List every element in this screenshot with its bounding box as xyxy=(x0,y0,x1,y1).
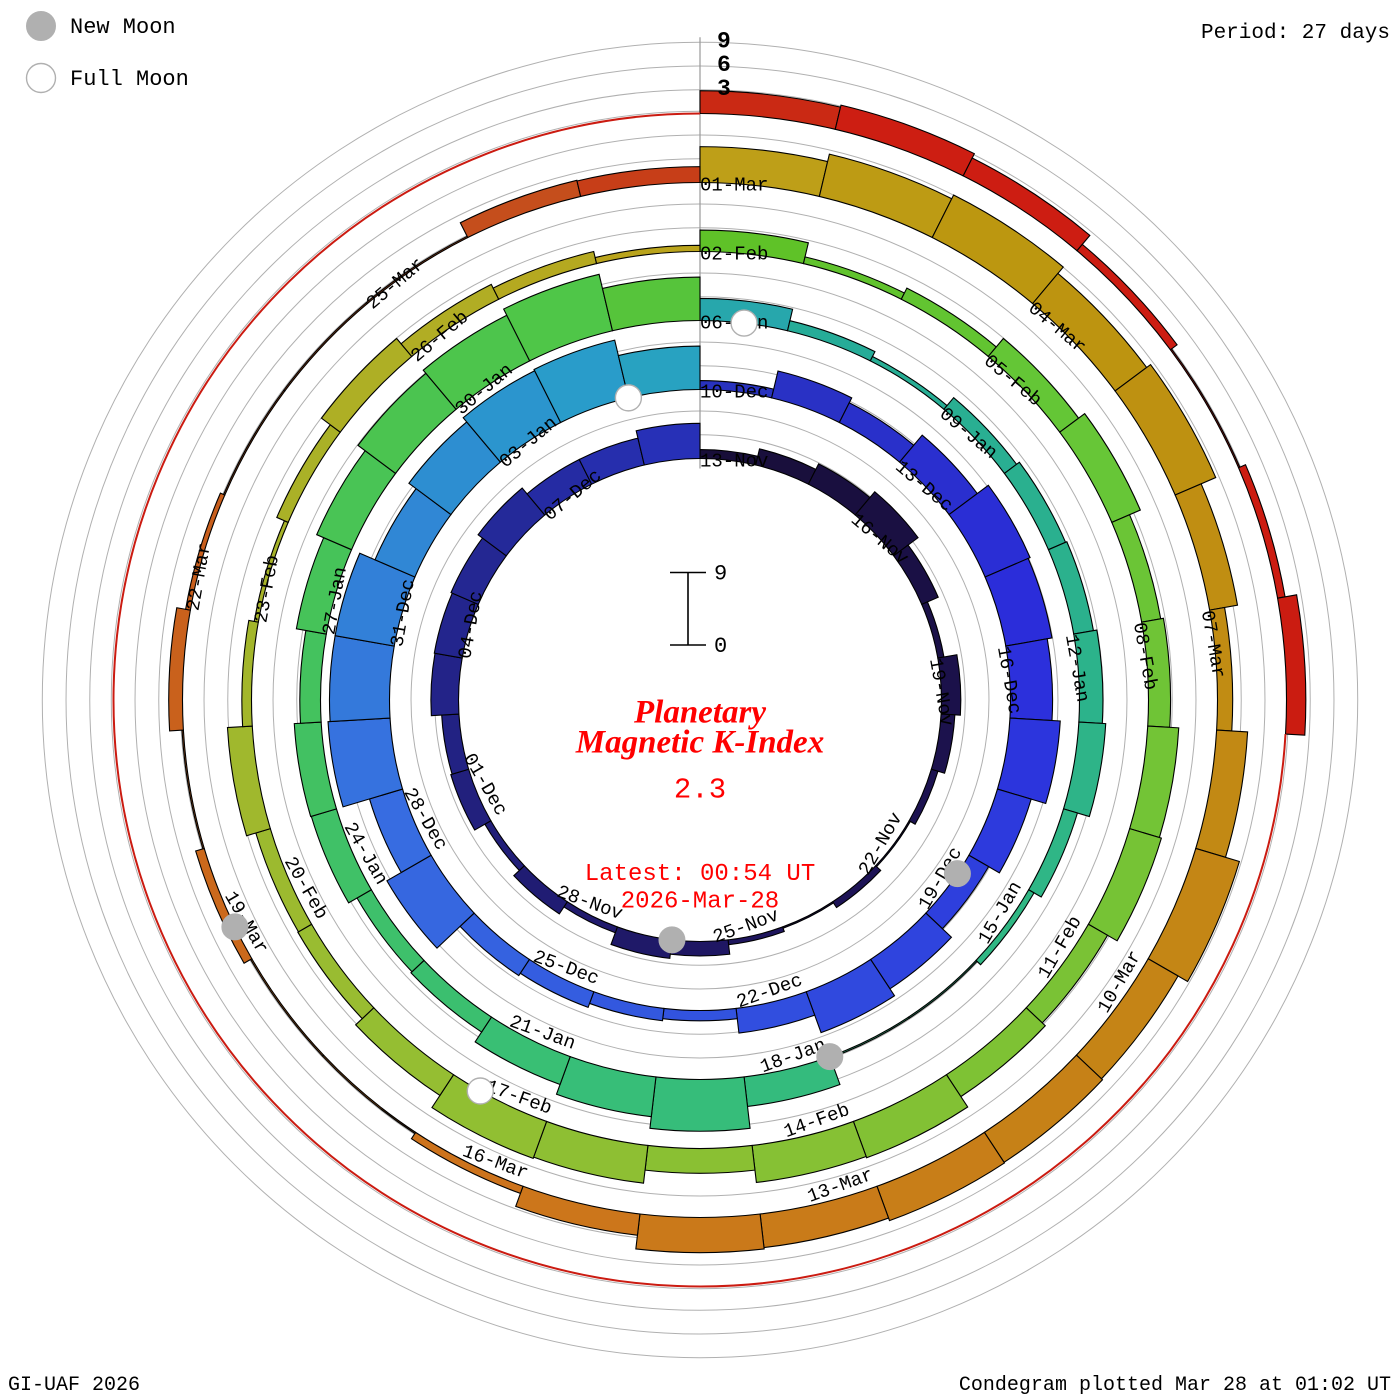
svg-text:9: 9 xyxy=(714,562,727,587)
svg-text:Magnetic K-Index: Magnetic K-Index xyxy=(575,725,824,761)
svg-text:01-Mar: 01-Mar xyxy=(700,175,768,197)
svg-text:02-Feb: 02-Feb xyxy=(700,244,768,266)
svg-text:0: 0 xyxy=(714,634,727,659)
svg-text:2.3: 2.3 xyxy=(674,774,726,807)
svg-text:Latest: 00:54 UT: Latest: 00:54 UT xyxy=(585,861,815,888)
svg-text:9: 9 xyxy=(717,28,731,54)
svg-text:10-Dec: 10-Dec xyxy=(700,382,768,404)
svg-text:GI-UAF 2026: GI-UAF 2026 xyxy=(8,1374,140,1397)
svg-text:Condegram plotted Mar 28 at 01: Condegram plotted Mar 28 at 01:02 UT xyxy=(959,1374,1391,1397)
svg-text:3: 3 xyxy=(717,76,731,102)
svg-text:6: 6 xyxy=(717,52,731,78)
svg-text:13-Nov: 13-Nov xyxy=(700,451,768,473)
svg-text:New Moon: New Moon xyxy=(70,15,176,40)
svg-text:Full Moon: Full Moon xyxy=(70,67,189,92)
svg-text:2026-Mar-28: 2026-Mar-28 xyxy=(621,889,779,916)
svg-text:Period: 27 days: Period: 27 days xyxy=(1201,22,1390,45)
